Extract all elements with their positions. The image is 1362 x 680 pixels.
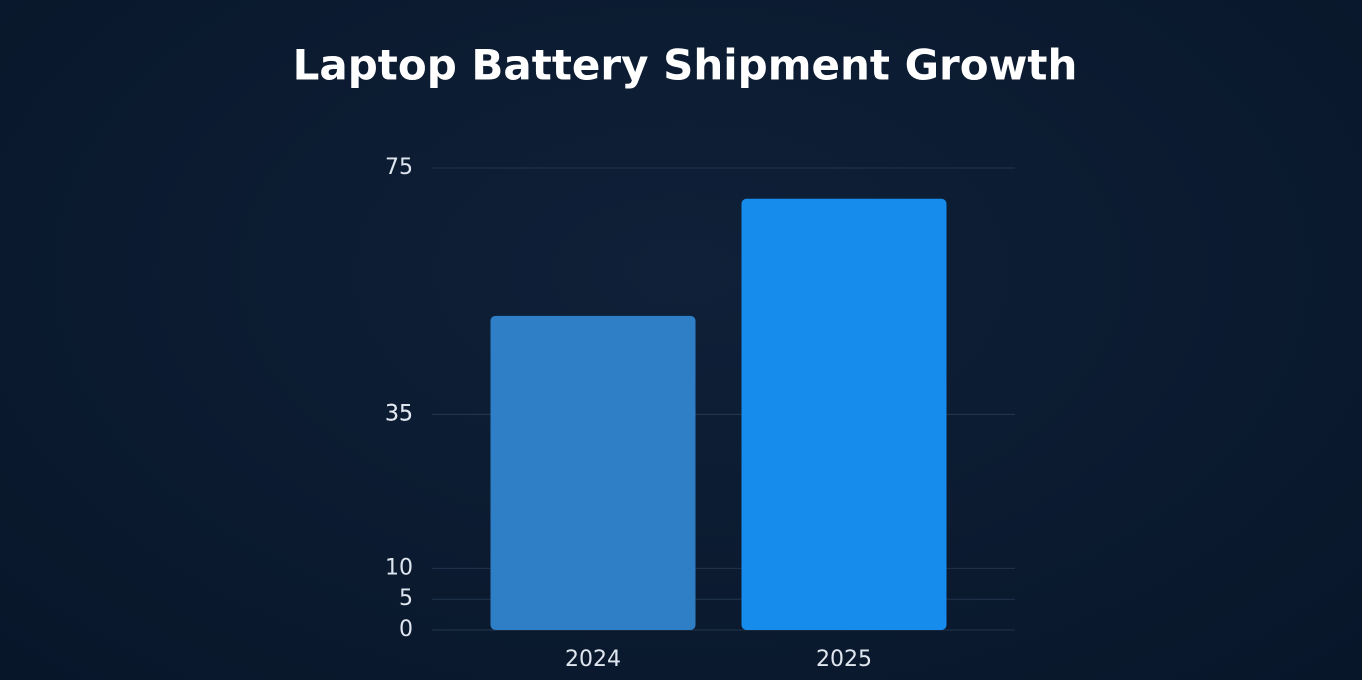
chart-title: Laptop Battery Shipment Growth xyxy=(293,41,1078,90)
y-tick-label: 35 xyxy=(385,401,413,426)
x-tick-label: 2024 xyxy=(565,647,621,672)
y-tick-label: 35 xyxy=(385,401,413,426)
bar xyxy=(741,198,947,631)
y-tick-label: 0 xyxy=(399,617,413,642)
y-tick-label: 5 xyxy=(399,586,413,611)
y-tick-label: 75 xyxy=(385,155,413,180)
x-tick-label: 2025 xyxy=(816,647,872,672)
bar xyxy=(490,315,696,630)
y-tick-label: 10 xyxy=(385,555,413,580)
